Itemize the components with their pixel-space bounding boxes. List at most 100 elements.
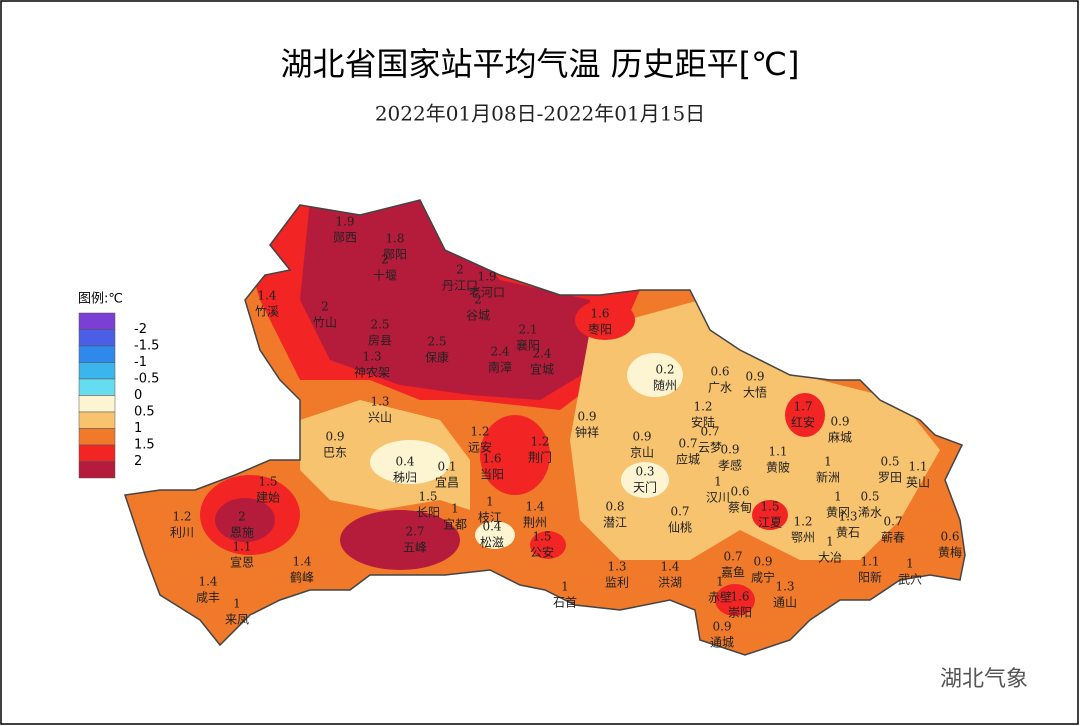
- legend-swatch: [78, 428, 116, 446]
- station-name: 谷城: [466, 309, 490, 323]
- station-value: 1.5: [532, 530, 551, 544]
- station-name: 罗田: [878, 471, 902, 485]
- station-name: 兴山: [368, 411, 392, 425]
- station-name: 洪湖: [658, 575, 682, 590]
- station-value: 1.4: [660, 560, 679, 574]
- station-name: 保康: [425, 350, 449, 365]
- station-name: 来凤: [225, 613, 249, 627]
- station-value: 0.5: [860, 490, 879, 504]
- station-name: 公安: [530, 545, 554, 560]
- station-name: 荆门: [528, 450, 552, 465]
- station-value: 1.1: [232, 540, 251, 554]
- station-value: 0.9: [830, 415, 849, 429]
- station-value: 1.5: [258, 475, 277, 489]
- station-name: 恩施: [230, 526, 254, 540]
- station-name: 黄梅: [938, 545, 962, 560]
- station-name: 房县: [368, 333, 392, 348]
- station-name: 郧阳: [383, 248, 407, 262]
- station-value: 1.3: [362, 350, 381, 364]
- station-name: 远安: [468, 440, 492, 455]
- legend-label: 0.5: [134, 405, 155, 420]
- station-value: 0.6: [940, 530, 959, 544]
- legend-swatch: [78, 411, 116, 429]
- legend-label: -2: [134, 322, 147, 337]
- station-name: 蕲春: [881, 531, 905, 545]
- station-name: 新洲: [816, 470, 840, 485]
- station-value: 1.2: [530, 435, 549, 449]
- station-value: 1.2: [693, 400, 712, 414]
- station-name: 鹤峰: [290, 570, 314, 585]
- station-name: 石首: [553, 596, 577, 610]
- station-name: 云梦: [698, 441, 722, 455]
- station-name: 松滋: [480, 536, 504, 550]
- legend-title: 图例:℃: [78, 292, 123, 307]
- station-value: 1: [486, 495, 494, 509]
- station-value: 2: [381, 253, 389, 267]
- station-name: 仙桃: [668, 520, 692, 535]
- station-value: 1.3: [370, 395, 389, 409]
- station-value: 1.5: [418, 490, 437, 504]
- station-name: 五峰: [403, 541, 427, 555]
- station-name: 竹溪: [255, 305, 279, 319]
- station-value: 1.8: [385, 232, 404, 246]
- station-name: 荆州: [523, 516, 547, 530]
- station-value: 1.4: [292, 555, 311, 569]
- station-name: 阳新: [858, 570, 882, 585]
- station-name: 咸宁: [751, 570, 775, 585]
- station-name: 襄阳: [516, 338, 540, 353]
- station-name: 鄂州: [791, 531, 815, 545]
- station-value: 1: [714, 475, 722, 489]
- station-value: 0.8: [605, 500, 624, 514]
- station-value: 2.7: [405, 525, 424, 539]
- station-name: 郧西: [333, 231, 357, 245]
- station-name: 枣阳: [588, 323, 612, 337]
- station-name: 麻城: [828, 430, 852, 445]
- station-name: 潜江: [603, 516, 627, 530]
- station-value: 0.9: [753, 555, 772, 569]
- legend-swatch: [78, 362, 116, 380]
- station-value: 1.9: [335, 215, 354, 229]
- station-value: 1: [824, 455, 832, 469]
- legend-swatch: [78, 378, 116, 396]
- station-value: 0.9: [325, 430, 344, 444]
- legend-swatch: [78, 312, 116, 330]
- legend-label: 1: [134, 421, 142, 436]
- legend-label: -0.5: [134, 372, 159, 387]
- station-name: 江夏: [758, 516, 782, 530]
- station-value: 2.4: [532, 347, 551, 361]
- legend-label: -1.5: [134, 339, 159, 354]
- station-name: 英山: [906, 476, 930, 490]
- station-name: 孝感: [718, 458, 742, 473]
- legend-label: 1.5: [134, 438, 155, 453]
- station-value: 1: [561, 580, 569, 594]
- subtitle: 2022年01月08日-2022年01月15日: [375, 102, 705, 126]
- station-name: 通山: [773, 596, 797, 610]
- station-name: 秭归: [393, 471, 417, 485]
- station-name: 赤壁: [708, 590, 732, 605]
- station-value: 2.4: [490, 345, 509, 359]
- station-value: 1.2: [172, 510, 191, 524]
- station-value: 2: [456, 263, 464, 277]
- station-value: 0.9: [577, 410, 596, 424]
- station-value: 1.6: [730, 590, 749, 604]
- station-value: 1.4: [257, 289, 276, 303]
- station-value: 1.1: [908, 460, 927, 474]
- station-value: 0.7: [883, 515, 902, 529]
- station-value: 1.1: [860, 555, 879, 569]
- legend-swatch: [78, 345, 116, 363]
- station-value: 0.3: [635, 465, 654, 479]
- station-value: 1.3: [775, 580, 794, 594]
- station-value: 1.5: [760, 500, 779, 514]
- station-value: 0.7: [723, 550, 742, 564]
- station-name: 红安: [791, 415, 815, 430]
- station-value: 2: [238, 510, 246, 524]
- station-name: 巴东: [323, 446, 347, 460]
- station-name: 应城: [676, 452, 700, 467]
- station-name: 神农架: [354, 366, 390, 380]
- station-value: 0.7: [678, 437, 697, 451]
- station-name: 监利: [605, 576, 629, 590]
- station-name: 大冶: [818, 551, 842, 565]
- station-value: 0.2: [655, 363, 674, 377]
- station-value: 1: [826, 535, 834, 549]
